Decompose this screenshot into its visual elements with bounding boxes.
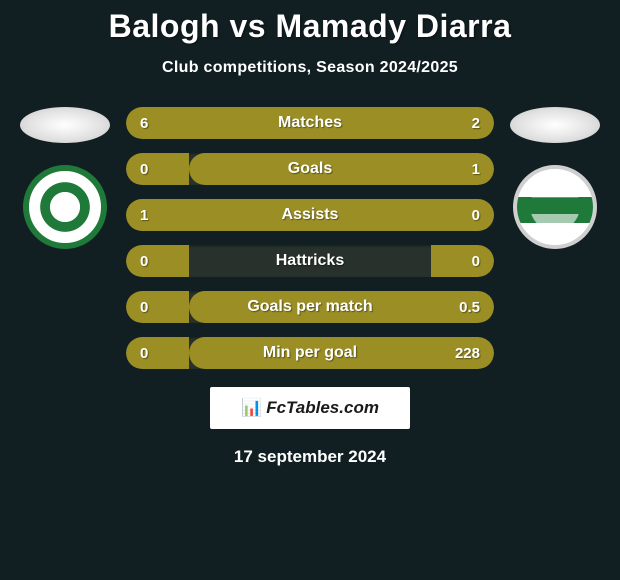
- date-label: 17 september 2024: [0, 447, 620, 467]
- comparison-wrapper: 6 Matches 2 0 Goals 1 1 Assists 0 0 Hatt…: [0, 107, 620, 383]
- stat-row-min-per-goal: 0 Min per goal 228: [126, 337, 494, 369]
- stat-right-value: 0: [472, 245, 480, 277]
- stat-label: Min per goal: [126, 337, 494, 369]
- right-player-photo: [510, 107, 600, 143]
- page-title: Balogh vs Mamady Diarra: [0, 0, 620, 45]
- chart-icon: 📊: [241, 398, 262, 418]
- stat-right-value: 0: [472, 199, 480, 231]
- stat-label: Goals per match: [126, 291, 494, 323]
- stat-right-value: 228: [455, 337, 480, 369]
- left-player-photo: [20, 107, 110, 143]
- subtitle: Club competitions, Season 2024/2025: [0, 59, 620, 77]
- right-club-logo: [513, 165, 597, 249]
- brand-label: FcTables.com: [266, 398, 379, 418]
- stat-row-goals: 0 Goals 1: [126, 153, 494, 185]
- stat-right-value: 1: [472, 153, 480, 185]
- right-player-column: [500, 107, 610, 383]
- stat-label: Assists: [126, 199, 494, 231]
- brand-badge: 📊 FcTables.com: [210, 387, 410, 429]
- left-club-logo: [23, 165, 107, 249]
- stat-row-matches: 6 Matches 2: [126, 107, 494, 139]
- stat-right-value: 0.5: [459, 291, 480, 323]
- stats-bars: 6 Matches 2 0 Goals 1 1 Assists 0 0 Hatt…: [120, 107, 500, 383]
- stat-label: Hattricks: [126, 245, 494, 277]
- left-player-column: [10, 107, 120, 383]
- stat-label: Matches: [126, 107, 494, 139]
- stat-row-goals-per-match: 0 Goals per match 0.5: [126, 291, 494, 323]
- stat-right-value: 2: [472, 107, 480, 139]
- stat-label: Goals: [126, 153, 494, 185]
- stat-row-hattricks: 0 Hattricks 0: [126, 245, 494, 277]
- stat-row-assists: 1 Assists 0: [126, 199, 494, 231]
